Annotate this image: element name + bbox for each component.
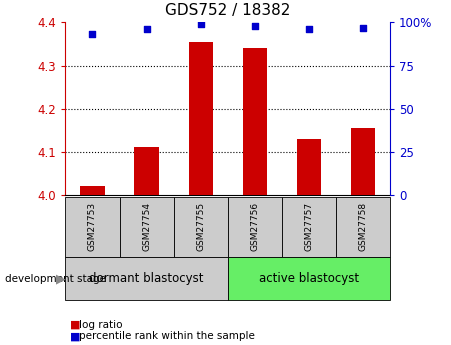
- Text: ▶: ▶: [56, 272, 66, 285]
- Bar: [65, 257, 228, 300]
- Text: development stage: development stage: [5, 274, 106, 284]
- Title: GDS752 / 18382: GDS752 / 18382: [165, 3, 290, 19]
- Point: [197, 21, 204, 27]
- Text: GSM27754: GSM27754: [142, 202, 151, 252]
- Bar: [80, 186, 105, 195]
- Bar: [243, 48, 267, 195]
- Point: [89, 32, 96, 37]
- Text: ■: ■: [70, 332, 80, 341]
- Bar: [282, 197, 336, 257]
- Bar: [120, 197, 174, 257]
- Text: active blastocyst: active blastocyst: [259, 272, 359, 285]
- Text: GSM27755: GSM27755: [196, 202, 205, 252]
- Bar: [174, 197, 228, 257]
- Bar: [65, 197, 120, 257]
- Point: [305, 27, 313, 32]
- Bar: [336, 197, 390, 257]
- Bar: [297, 139, 321, 195]
- Text: GSM27756: GSM27756: [250, 202, 259, 252]
- Text: percentile rank within the sample: percentile rank within the sample: [79, 332, 255, 341]
- Point: [143, 27, 150, 32]
- Point: [251, 23, 258, 29]
- Point: [359, 25, 367, 30]
- Bar: [189, 42, 213, 195]
- Bar: [228, 257, 390, 300]
- Text: GSM27758: GSM27758: [359, 202, 368, 252]
- Bar: [351, 128, 375, 195]
- Bar: [134, 147, 159, 195]
- Text: GSM27757: GSM27757: [304, 202, 313, 252]
- Text: dormant blastocyst: dormant blastocyst: [89, 272, 204, 285]
- Text: GSM27753: GSM27753: [88, 202, 97, 252]
- Text: log ratio: log ratio: [79, 320, 122, 330]
- Bar: [228, 197, 282, 257]
- Text: ■: ■: [70, 320, 80, 330]
